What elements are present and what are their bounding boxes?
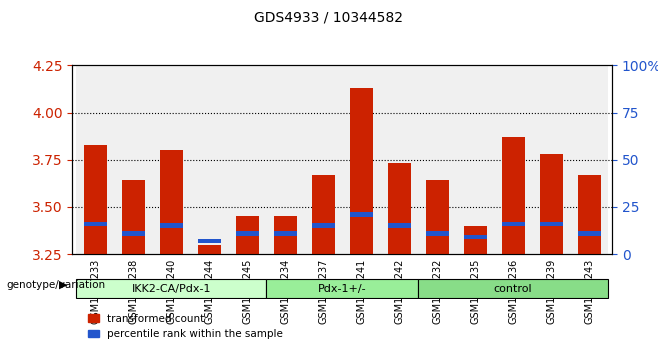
Bar xyxy=(198,238,220,243)
Bar xyxy=(84,144,107,254)
Bar xyxy=(456,65,494,254)
Bar xyxy=(201,238,217,243)
Text: Pdx-1+/-: Pdx-1+/- xyxy=(318,284,367,294)
Bar xyxy=(163,150,179,254)
Bar xyxy=(152,65,190,254)
Text: genotype/variation: genotype/variation xyxy=(7,280,106,290)
Bar xyxy=(125,231,141,236)
Bar xyxy=(388,163,411,254)
Bar xyxy=(426,231,449,236)
Bar xyxy=(570,65,608,254)
Bar xyxy=(274,231,297,236)
Bar xyxy=(581,175,597,254)
FancyBboxPatch shape xyxy=(76,279,266,298)
Bar xyxy=(88,144,103,254)
FancyBboxPatch shape xyxy=(266,279,418,298)
Bar xyxy=(240,231,255,236)
Bar xyxy=(122,231,145,236)
Bar xyxy=(418,65,456,254)
Bar xyxy=(84,221,107,226)
Bar xyxy=(426,180,449,254)
Legend: transformed count, percentile rank within the sample: transformed count, percentile rank withi… xyxy=(84,310,287,343)
Bar xyxy=(429,231,445,236)
Bar xyxy=(312,224,334,228)
Bar xyxy=(505,221,521,226)
Bar xyxy=(274,216,297,254)
Bar xyxy=(543,221,559,226)
Text: control: control xyxy=(494,284,532,294)
Bar xyxy=(125,180,141,254)
Bar xyxy=(266,65,304,254)
Bar xyxy=(304,65,342,254)
Bar xyxy=(201,245,217,254)
Bar xyxy=(236,216,259,254)
Bar xyxy=(464,235,486,240)
Bar xyxy=(228,65,266,254)
Bar xyxy=(114,65,152,254)
Bar xyxy=(502,221,524,226)
Bar xyxy=(388,224,411,228)
Bar xyxy=(429,180,445,254)
Bar xyxy=(578,231,601,236)
Text: GDS4933 / 10344582: GDS4933 / 10344582 xyxy=(255,11,403,25)
Bar xyxy=(467,226,483,254)
Bar xyxy=(543,154,559,254)
Bar xyxy=(502,137,524,254)
Bar xyxy=(240,216,255,254)
Bar xyxy=(277,216,293,254)
Bar xyxy=(190,65,228,254)
Bar xyxy=(581,231,597,236)
Bar xyxy=(353,212,369,217)
Bar xyxy=(315,224,331,228)
Bar xyxy=(464,226,486,254)
Bar xyxy=(350,88,372,254)
Bar xyxy=(505,137,521,254)
Bar xyxy=(467,235,483,240)
Text: IKK2-CA/Pdx-1: IKK2-CA/Pdx-1 xyxy=(132,284,211,294)
Bar xyxy=(350,212,372,217)
Bar xyxy=(540,154,563,254)
Bar xyxy=(312,175,334,254)
Bar xyxy=(540,221,563,226)
Bar xyxy=(236,231,259,236)
Bar xyxy=(532,65,570,254)
Bar xyxy=(277,231,293,236)
FancyBboxPatch shape xyxy=(418,279,608,298)
Bar xyxy=(380,65,418,254)
Bar xyxy=(198,245,220,254)
Bar xyxy=(163,224,179,228)
Bar xyxy=(76,65,114,254)
Bar xyxy=(391,163,407,254)
Bar xyxy=(160,150,182,254)
Text: ▶: ▶ xyxy=(59,280,68,290)
Bar xyxy=(315,175,331,254)
Bar xyxy=(160,224,182,228)
Bar xyxy=(391,224,407,228)
Bar xyxy=(578,175,601,254)
Bar xyxy=(88,221,103,226)
Bar xyxy=(494,65,532,254)
Bar xyxy=(353,88,369,254)
Bar xyxy=(342,65,380,254)
Bar xyxy=(122,180,145,254)
